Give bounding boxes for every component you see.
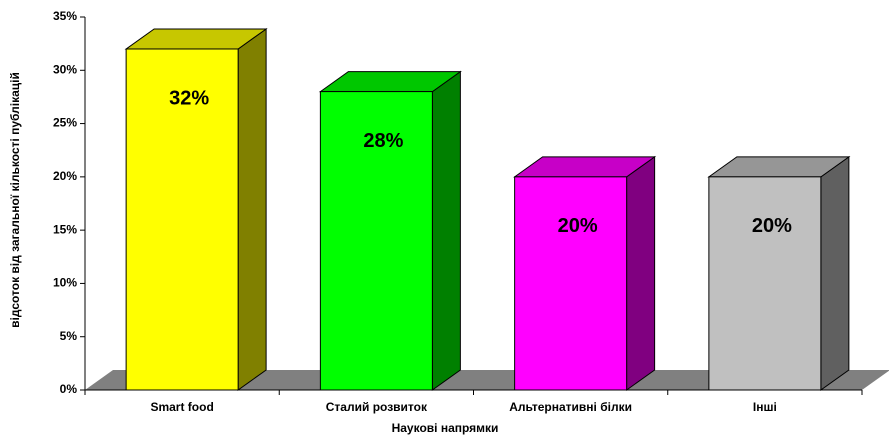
y-tick-label: 5% xyxy=(60,329,78,343)
x-tick-label: Сталий розвиток xyxy=(326,400,428,414)
bar-side xyxy=(626,155,656,391)
bar-side xyxy=(431,70,461,391)
y-tick-label: 0% xyxy=(60,382,78,396)
bar-side xyxy=(237,27,267,391)
x-tick-label: Smart food xyxy=(150,400,213,414)
y-tick-label: 15% xyxy=(53,222,77,236)
floor xyxy=(85,370,889,390)
bar-side xyxy=(820,155,850,391)
y-tick-label: 30% xyxy=(53,62,77,76)
value-label: 28% xyxy=(363,130,403,152)
x-axis-label: Наукові напрямки xyxy=(392,421,499,435)
y-tick-label: 20% xyxy=(53,169,77,183)
bar xyxy=(125,48,239,391)
value-label: 20% xyxy=(752,215,792,237)
y-tick-label: 35% xyxy=(53,9,77,23)
value-label: 20% xyxy=(558,215,598,237)
bar xyxy=(514,176,628,391)
x-tick-label: Інші xyxy=(753,400,777,414)
value-label: 32% xyxy=(169,87,209,109)
y-tick-label: 10% xyxy=(53,276,77,290)
bar xyxy=(708,176,822,391)
y-tick-label: 25% xyxy=(53,116,77,130)
bar xyxy=(319,91,433,391)
x-tick-label: Альтернативні білки xyxy=(509,400,632,414)
y-axis-label: відсоток від загальної кількості публіка… xyxy=(8,72,22,328)
